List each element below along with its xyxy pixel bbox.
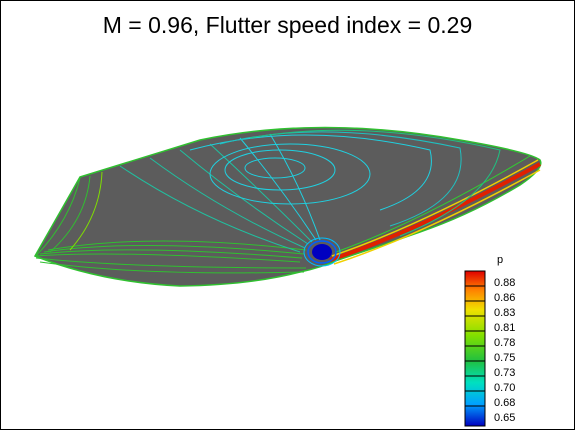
loop-contours: [189, 129, 501, 237]
tip-contours: [35, 171, 307, 274]
legend-label: 0.65: [494, 412, 516, 424]
low-pressure-spot: [303, 237, 341, 267]
legend-label: 0.81: [494, 322, 516, 334]
plot-title: M = 0.96, Flutter speed index = 0.29: [102, 12, 473, 38]
legend-label: 0.70: [494, 382, 516, 394]
legend-colorbar: [464, 270, 486, 427]
legend-ticks: [465, 285, 485, 407]
legend-label: 0.83: [494, 307, 516, 319]
legend-label: 0.78: [494, 337, 516, 349]
legend-label: 0.86: [494, 292, 516, 304]
legend-label: 0.68: [494, 397, 516, 409]
legend-label: 0.75: [494, 352, 516, 364]
legend-label: 0.88: [494, 277, 516, 289]
legend-title: p: [497, 254, 504, 266]
leading-edge-band: [329, 162, 541, 262]
wing-surface: [33, 126, 542, 287]
legend-label: 0.73: [494, 367, 516, 379]
